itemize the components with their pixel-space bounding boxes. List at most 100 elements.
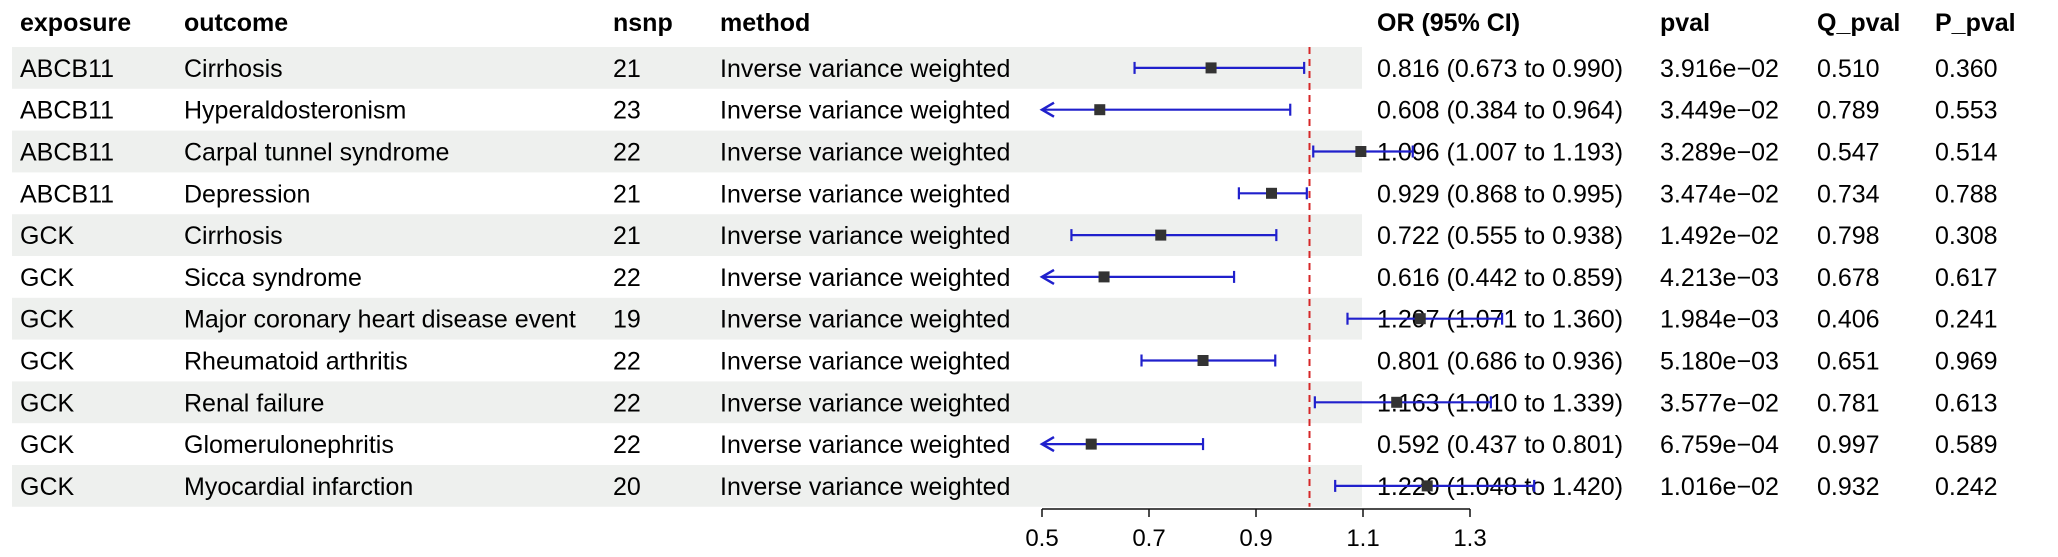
- cell-pval: 3.474e−02: [1660, 180, 1779, 208]
- cell-nsnp: 22: [613, 431, 641, 459]
- cell-nsnp: 22: [613, 389, 641, 417]
- cell-q-pval: 0.932: [1817, 473, 1880, 501]
- cell-nsnp: 23: [613, 97, 641, 125]
- header-method: method: [720, 9, 810, 37]
- cell-exposure: GCK: [20, 431, 75, 459]
- cell-pval: 3.449e−02: [1660, 97, 1779, 125]
- cell-outcome: Depression: [184, 180, 310, 208]
- cell-or-ci: 0.616 (0.442 to 0.859): [1377, 264, 1623, 292]
- cell-outcome: Myocardial infarction: [184, 473, 413, 501]
- x-axis: 0.5 0.7 0.9 1.1 1.3: [1025, 508, 1487, 552]
- x-tick-label: 0.9: [1239, 525, 1272, 552]
- cell-p-pval: 0.613: [1935, 389, 1998, 417]
- x-tick-label: 1.3: [1453, 525, 1486, 552]
- table-row: GCK Cirrhosis 21 Inverse variance weighted 0…: [20, 222, 1998, 250]
- cell-nsnp: 22: [613, 264, 641, 292]
- cell-nsnp: 21: [613, 222, 641, 250]
- cell-pval: 4.213e−03: [1660, 264, 1779, 292]
- point-estimate: [1085, 438, 1097, 450]
- cell-nsnp: 19: [613, 306, 641, 334]
- cell-or-ci: 1.096 (1.007 to 1.193): [1377, 139, 1623, 167]
- point-estimate: [1197, 355, 1209, 366]
- cell-exposure: GCK: [20, 389, 75, 417]
- x-tick-label: 0.7: [1132, 525, 1165, 552]
- cell-outcome: Glomerulonephritis: [184, 431, 394, 459]
- cell-nsnp: 21: [613, 180, 641, 208]
- header-outcome: outcome: [184, 9, 288, 37]
- table-row: GCK Major coronary heart disease event 19 I…: [20, 306, 1998, 334]
- forest-row-mark: [1133, 61, 1306, 74]
- cell-method: Inverse variance weighted: [720, 139, 1010, 167]
- cell-nsnp: 22: [613, 348, 641, 376]
- cell-nsnp: 22: [613, 139, 641, 167]
- forest-row-mark: [1237, 187, 1308, 200]
- cell-pval: 1.492e−02: [1660, 222, 1779, 250]
- cell-q-pval: 0.678: [1817, 264, 1880, 292]
- cell-method: Inverse variance weighted: [720, 473, 1010, 501]
- forest-row-mark: [1346, 312, 1504, 325]
- point-estimate: [1355, 146, 1367, 157]
- cell-exposure: ABCB11: [20, 55, 114, 83]
- cell-nsnp: 20: [613, 473, 641, 501]
- ci-truncation-arrow: [1039, 436, 1055, 453]
- cell-or-ci: 0.722 (0.555 to 0.938): [1377, 222, 1623, 250]
- cell-outcome: Sicca syndrome: [184, 264, 362, 292]
- cell-or-ci: 0.592 (0.437 to 0.801): [1377, 431, 1623, 459]
- cell-method: Inverse variance weighted: [720, 55, 1010, 83]
- cell-method: Inverse variance weighted: [720, 222, 1010, 250]
- cell-nsnp: 21: [613, 55, 641, 83]
- header-pval: pval: [1660, 9, 1710, 37]
- table-row: ABCB11 Carpal tunnel syndrome 22 Inverse va…: [20, 139, 1998, 167]
- cell-exposure: GCK: [20, 222, 75, 250]
- cell-q-pval: 0.734: [1817, 180, 1880, 208]
- cell-exposure: GCK: [20, 348, 75, 376]
- cell-exposure: GCK: [20, 264, 75, 292]
- cell-outcome: Renal failure: [184, 389, 324, 417]
- point-estimate: [1391, 396, 1403, 408]
- forest-row-mark: [1312, 145, 1414, 158]
- cell-or-ci: 0.608 (0.384 to 0.964): [1377, 97, 1623, 125]
- forest-row-mark: [1140, 354, 1277, 367]
- cell-q-pval: 0.651: [1817, 348, 1880, 376]
- cell-method: Inverse variance weighted: [720, 97, 1010, 125]
- cell-p-pval: 0.242: [1935, 473, 1998, 501]
- table-row: ABCB11 Hyperaldosteronism 23 Inverse varian…: [20, 97, 1998, 125]
- cell-outcome: Major coronary heart disease event: [184, 306, 576, 334]
- cell-exposure: ABCB11: [20, 139, 114, 167]
- cell-exposure: GCK: [20, 473, 75, 501]
- table-rows: ABCB11 Cirrhosis 21 Inverse variance weight…: [20, 55, 1998, 501]
- forest-marks: [1039, 61, 1536, 492]
- cell-q-pval: 0.798: [1817, 222, 1880, 250]
- cell-pval: 1.016e−02: [1660, 473, 1779, 501]
- table-header: exposure outcome nsnp method OR (95% CI)…: [20, 9, 2016, 37]
- cell-p-pval: 0.589: [1935, 431, 1998, 459]
- ci-truncation-arrow: [1039, 101, 1055, 118]
- forest-row-mark: [1070, 229, 1278, 242]
- cell-exposure: GCK: [20, 306, 75, 334]
- point-estimate: [1205, 62, 1217, 74]
- cell-p-pval: 0.514: [1935, 139, 1998, 167]
- cell-outcome: Cirrhosis: [184, 222, 283, 250]
- cell-method: Inverse variance weighted: [720, 431, 1010, 459]
- header-or-ci: OR (95% CI): [1377, 9, 1520, 37]
- cell-exposure: ABCB11: [20, 97, 114, 125]
- x-tick-label: 1.1: [1346, 525, 1379, 552]
- header-exposure: exposure: [20, 9, 131, 37]
- header-nsnp: nsnp: [613, 9, 673, 37]
- cell-outcome: Rheumatoid arthritis: [184, 348, 408, 376]
- x-tick-label: 0.5: [1025, 525, 1058, 552]
- forest-row-mark: [1039, 268, 1236, 285]
- table-row: GCK Sicca syndrome 22 Inverse variance weig…: [20, 264, 1998, 292]
- cell-pval: 3.289e−02: [1660, 139, 1779, 167]
- cell-exposure: ABCB11: [20, 180, 114, 208]
- point-estimate: [1098, 271, 1110, 283]
- row-stripe: [12, 381, 1362, 424]
- cell-q-pval: 0.789: [1817, 97, 1880, 125]
- cell-q-pval: 0.997: [1817, 431, 1880, 459]
- ci-truncation-arrow: [1039, 268, 1055, 285]
- cell-q-pval: 0.547: [1817, 139, 1880, 167]
- forest-row-mark: [1334, 479, 1536, 492]
- forest-row-mark: [1039, 101, 1292, 118]
- table-row: ABCB11 Depression 21 Inverse variance weigh…: [20, 180, 1998, 208]
